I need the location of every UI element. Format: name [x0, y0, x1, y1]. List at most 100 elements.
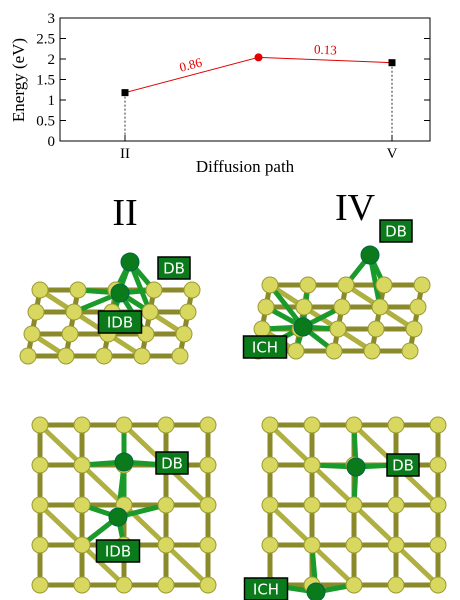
atom	[73, 536, 91, 554]
atom	[73, 576, 91, 594]
annotation: 0.86	[178, 54, 204, 74]
label-text: IDB	[105, 543, 131, 561]
atom	[31, 416, 49, 434]
atom	[429, 456, 447, 474]
atom	[360, 245, 380, 265]
annotation: 0.13	[314, 42, 337, 58]
atom	[141, 303, 159, 321]
atom	[69, 281, 87, 299]
atom	[303, 456, 321, 474]
x-axis-label: Diffusion path	[196, 157, 295, 176]
atom	[57, 347, 75, 365]
atom	[65, 303, 83, 321]
label-box	[243, 577, 289, 600]
atom	[23, 325, 41, 343]
atom	[27, 303, 45, 321]
defect-label: IDB	[95, 539, 141, 563]
atom	[295, 298, 313, 316]
marker	[254, 53, 263, 62]
atom	[73, 496, 91, 514]
atom	[303, 416, 321, 434]
atom	[333, 298, 351, 316]
atom	[73, 416, 91, 434]
label-text: ICH	[252, 339, 278, 357]
label-text: DB	[392, 457, 414, 475]
y-tick-label: 0.5	[36, 114, 55, 130]
bond	[309, 542, 357, 588]
structures	[19, 245, 447, 600]
atom	[387, 576, 405, 594]
atom	[199, 536, 217, 554]
atom	[287, 342, 305, 360]
label-box	[97, 310, 143, 334]
bond	[37, 502, 85, 548]
atom	[157, 496, 175, 514]
atom	[115, 416, 133, 434]
x-tick-label: V	[387, 146, 398, 162]
atom	[171, 347, 189, 365]
label-text: DB	[163, 260, 185, 278]
defect-label: DB	[379, 219, 413, 243]
bond	[309, 462, 357, 508]
atom	[306, 582, 326, 600]
y-tick-label: 2.5	[36, 32, 55, 48]
atom	[31, 496, 49, 514]
atom	[345, 416, 363, 434]
label-text: DB	[161, 455, 183, 473]
label-box	[379, 219, 413, 243]
atom	[337, 276, 355, 294]
marker	[388, 59, 396, 67]
atom	[199, 496, 217, 514]
atom	[253, 320, 271, 338]
atom	[429, 416, 447, 434]
atom	[367, 320, 385, 338]
atom	[183, 281, 201, 299]
atom	[31, 456, 49, 474]
bond	[351, 502, 399, 548]
atom	[110, 283, 130, 303]
y-tick-label: 0	[48, 134, 56, 150]
atom	[293, 317, 313, 337]
defect-label: ICH	[243, 577, 289, 600]
atom	[261, 536, 279, 554]
y-tick-label: 3	[48, 11, 56, 27]
atom	[387, 536, 405, 554]
atom	[345, 496, 363, 514]
atom	[401, 342, 419, 360]
atom	[387, 496, 405, 514]
marker	[121, 89, 129, 97]
atom	[299, 276, 317, 294]
label-box	[242, 335, 288, 359]
atom	[31, 281, 49, 299]
atom	[303, 536, 321, 554]
atom	[405, 320, 423, 338]
label-box	[157, 256, 191, 280]
label-box	[386, 453, 420, 477]
atom	[175, 325, 193, 343]
bond	[163, 542, 211, 588]
atom	[115, 576, 133, 594]
defect-label: ICH	[242, 335, 288, 359]
bond	[393, 542, 441, 588]
defect-label: DB	[386, 453, 420, 477]
label-box	[95, 539, 141, 563]
defect-label: DB	[155, 451, 189, 475]
atom	[325, 342, 343, 360]
atom	[345, 536, 363, 554]
atom	[371, 298, 389, 316]
bond	[79, 462, 127, 508]
atom	[429, 536, 447, 554]
atom	[429, 496, 447, 514]
atom	[157, 416, 175, 434]
atom	[199, 576, 217, 594]
y-tick-label: 1.5	[36, 73, 55, 89]
atom	[114, 452, 134, 472]
atom	[108, 507, 128, 527]
atom	[346, 457, 366, 477]
label-text: DB	[385, 223, 407, 241]
atom	[120, 252, 140, 272]
atom	[19, 347, 37, 365]
atom	[261, 276, 279, 294]
plot-frame	[59, 17, 431, 142]
atom	[375, 276, 393, 294]
